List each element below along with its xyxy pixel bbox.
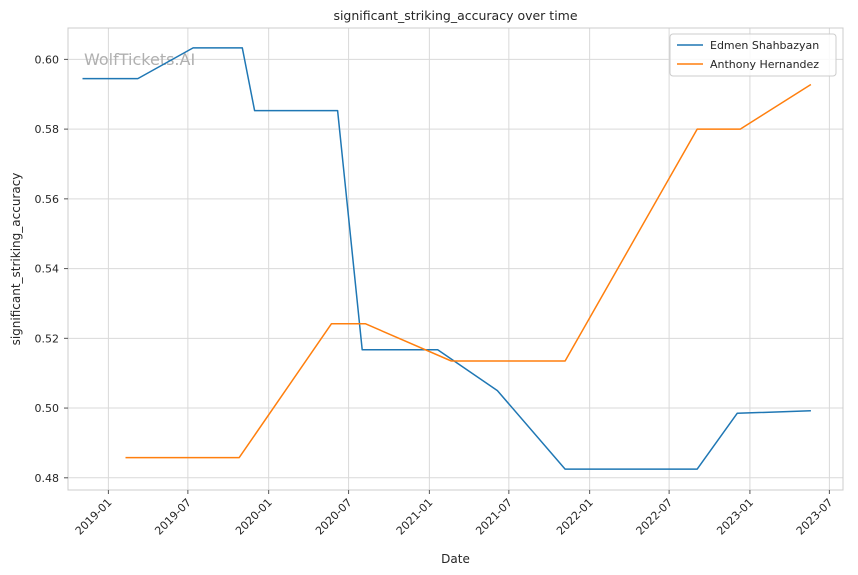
x-tick-label: 2022-07 bbox=[634, 496, 676, 538]
legend: Edmen Shahbazyan Anthony Hernandez bbox=[669, 33, 837, 77]
x-tick-label: 2019-01 bbox=[73, 496, 115, 538]
watermark: WolfTickets.AI bbox=[84, 50, 195, 69]
x-tick-label: 2022-01 bbox=[554, 496, 596, 538]
y-tick-label: 0.58 bbox=[35, 123, 60, 136]
y-axis-label: significant_striking_accuracy bbox=[9, 173, 23, 346]
x-axis-ticks: 2019-01 2019-07 2020-01 2020-07 2021-01 2021-… bbox=[73, 490, 836, 538]
series-line-anthony-hernandez bbox=[125, 83, 812, 459]
series-lines bbox=[82, 47, 812, 470]
grid bbox=[68, 28, 843, 490]
legend-label-anthony-hernandez: Anthony Hernandez bbox=[710, 58, 819, 71]
x-axis-label: Date bbox=[441, 552, 470, 566]
y-tick-label: 0.54 bbox=[35, 263, 60, 276]
x-tick-label: 2021-01 bbox=[394, 496, 436, 538]
plot-area bbox=[67, 27, 844, 491]
y-tick-label: 0.52 bbox=[35, 332, 60, 345]
y-tick-label: 0.50 bbox=[35, 402, 60, 415]
x-tick-label: 2023-01 bbox=[714, 496, 756, 538]
y-tick-label: 0.60 bbox=[35, 53, 60, 66]
x-tick-label: 2020-01 bbox=[233, 496, 275, 538]
legend-label-edmen-shahbazyan: Edmen Shahbazyan bbox=[710, 39, 819, 52]
y-axis-ticks: 0.48 0.50 0.52 0.54 0.56 0.58 0.60 bbox=[35, 53, 68, 485]
x-tick-label: 2020-07 bbox=[313, 496, 355, 538]
legend-box bbox=[669, 33, 837, 77]
y-tick-label: 0.48 bbox=[35, 472, 60, 485]
chart-title: significant_striking_accuracy over time bbox=[333, 8, 577, 23]
x-tick-label: 2019-07 bbox=[152, 496, 194, 538]
series-line-edmen-shahbazyan bbox=[82, 47, 811, 470]
x-tick-label: 2023-07 bbox=[794, 496, 836, 538]
y-tick-label: 0.56 bbox=[35, 193, 60, 206]
x-tick-label: 2021-07 bbox=[473, 496, 515, 538]
